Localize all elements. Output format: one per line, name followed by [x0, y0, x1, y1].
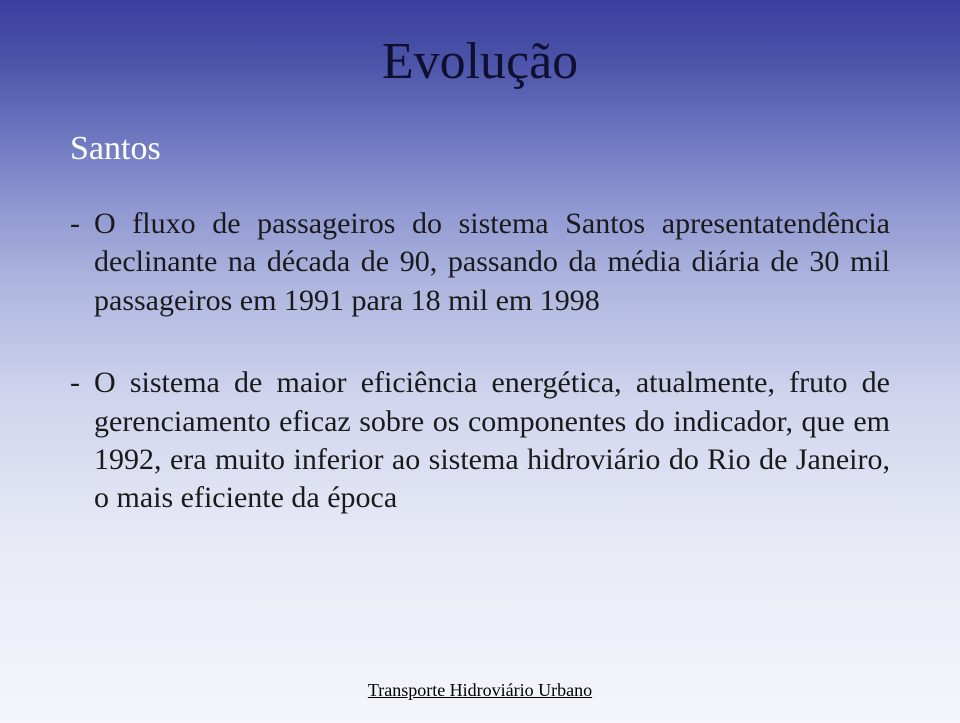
bullet-text: O sistema de maior eficiência energética… — [94, 364, 890, 518]
bullet-item: - O sistema de maior eficiência energéti… — [70, 364, 890, 518]
bullet-item: - O fluxo de passageiros do sistema Sant… — [70, 205, 890, 320]
bullet-text: O fluxo de passageiros do sistema Santos… — [94, 205, 890, 320]
slide: Evolução Santos - O fluxo de passageiros… — [0, 0, 960, 723]
bullet-dash: - — [70, 205, 94, 320]
slide-footer: Transporte Hidroviário Urbano — [0, 680, 960, 701]
bullet-dash: - — [70, 364, 94, 518]
slide-title: Evolução — [0, 32, 960, 91]
slide-subtitle: Santos — [70, 130, 161, 168]
slide-body: - O fluxo de passageiros do sistema Sant… — [70, 205, 890, 562]
